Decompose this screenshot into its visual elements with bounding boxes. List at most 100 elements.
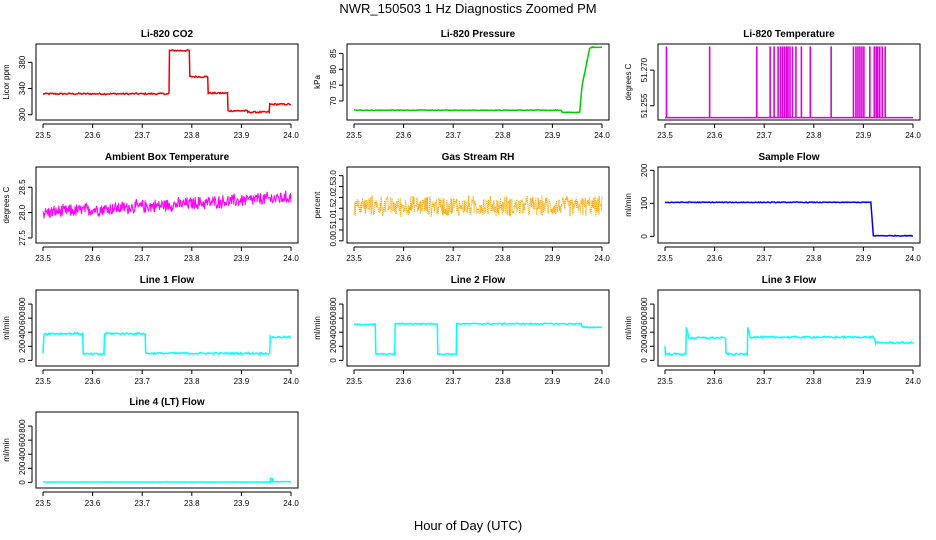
x-tick-label: 23.7 (134, 131, 150, 140)
series-line (353, 195, 603, 217)
panel-title: Line 2 Flow (451, 275, 506, 286)
x-tick-label: 23.9 (856, 131, 872, 140)
y-tick-label: 80 (329, 64, 338, 73)
x-tick-label: 23.9 (545, 377, 561, 386)
x-tick-label: 23.6 (396, 254, 412, 263)
data-layer (42, 331, 292, 356)
series-line (664, 201, 914, 237)
panel-title: Li-820 Pressure (441, 29, 516, 40)
x-tick-label: 24.0 (283, 377, 299, 386)
x-tick-label: 23.9 (234, 254, 250, 263)
x-tick-label: 23.6 (85, 377, 101, 386)
x-tick-label: 23.7 (134, 254, 150, 263)
x-tick-label: 23.5 (657, 131, 673, 140)
x-tick-label: 23.9 (234, 377, 250, 386)
y-tick-label: 51.255 (640, 93, 649, 118)
y-tick-label: 51.270 (640, 57, 649, 82)
series-line (354, 46, 603, 114)
plot-frame (657, 289, 921, 367)
x-tick-label: 23.5 (35, 499, 51, 508)
x-axis: 23.5 23.6 23.7 23.8 23.9 24.0 (35, 123, 299, 140)
x-tick-label: 23.6 (85, 131, 101, 140)
x-tick-label: 23.5 (35, 254, 51, 263)
y-axis: 51.255 51.270 (640, 57, 655, 118)
y-tick-label: 100 (640, 196, 649, 210)
y-tick-label: 3.0 (329, 170, 338, 182)
x-axis: 23.5 23.6 23.7 23.8 23.9 24.0 (657, 369, 921, 386)
x-tick-label: 24.0 (283, 499, 299, 508)
x-tick-label: 23.8 (806, 131, 822, 140)
plot-frame (35, 289, 299, 367)
y-tick-label: 380 (18, 55, 27, 69)
y-tick-label: 200 (640, 163, 649, 177)
x-tick-label: 24.0 (905, 377, 921, 386)
x-tick-label: 23.8 (806, 254, 822, 263)
x-tick-label: 23.8 (495, 131, 511, 140)
y-axis: 0.00.51.01.52.02.53.0 (329, 170, 344, 247)
y-tick-label: 800 (18, 297, 27, 311)
x-tick-label: 23.8 (184, 254, 200, 263)
x-tick-label: 23.8 (806, 377, 822, 386)
plot-frame (346, 166, 610, 244)
y-tick-label: 85 (329, 49, 338, 58)
y-tick-label: 800 (18, 419, 27, 433)
y-tick-label: 340 (18, 81, 27, 95)
y-axis: 300 340 380 (18, 55, 33, 121)
y-tick-label: 800 (640, 297, 649, 311)
x-tick-label: 23.5 (346, 377, 362, 386)
y-tick-label: 400 (640, 325, 649, 339)
y-tick-label: 0 (329, 358, 338, 363)
plot-frame (35, 411, 299, 489)
x-tick-label: 23.6 (396, 377, 412, 386)
panel-title: Line 4 (LT) Flow (129, 397, 205, 408)
x-axis: 23.5 23.6 23.7 23.8 23.9 24.0 (35, 246, 299, 263)
panel-title: Li-820 Temperature (743, 29, 835, 40)
data-layer (42, 48, 291, 115)
x-tick-label: 23.6 (396, 131, 412, 140)
x-tick-label: 24.0 (594, 377, 610, 386)
x-tick-label: 23.5 (657, 377, 673, 386)
x-tick-label: 23.6 (85, 254, 101, 263)
x-tick-label: 23.5 (346, 131, 362, 140)
x-axis: 23.5 23.6 23.7 23.8 23.9 24.0 (657, 123, 921, 140)
y-tick-label: 0 (18, 358, 27, 363)
panel-ambient-box-temperature: Ambient Box Temperature degrees C 23.5 23.6… (2, 152, 299, 263)
y-tick-label: 28.5 (18, 179, 27, 195)
y-tick-label: 28.0 (18, 204, 27, 220)
x-tick-label: 23.8 (495, 377, 511, 386)
x-axis: 23.5 23.6 23.7 23.8 23.9 24.0 (346, 369, 610, 386)
plot-frame (657, 43, 921, 121)
series-line (42, 477, 291, 483)
x-tick-label: 23.7 (134, 377, 150, 386)
y-axis-label: Licor ppm (2, 64, 11, 99)
x-tick-label: 23.6 (85, 499, 101, 508)
x-axis: 23.5 23.6 23.7 23.8 23.9 24.0 (346, 246, 610, 263)
x-tick-label: 23.7 (756, 254, 772, 263)
series-line (42, 190, 292, 219)
x-tick-label: 24.0 (283, 131, 299, 140)
y-tick-label: 0.0 (329, 235, 338, 247)
panel-title: Line 1 Flow (140, 275, 195, 286)
panel-line-2-flow: Line 2 Flow ml/min 23.5 23.6 23.7 23.8 23.9 24.… (313, 275, 610, 386)
x-tick-label: 24.0 (905, 131, 921, 140)
y-tick-label: 200 (329, 339, 338, 353)
series-line (42, 48, 291, 115)
y-tick-label: 2.5 (329, 180, 338, 192)
y-tick-label: 600 (640, 311, 649, 325)
panel-line-3-flow: Line 3 Flow ml/min 23.5 23.6 23.7 23.8 23.9 24.… (624, 275, 921, 386)
y-axis-label: degrees C (624, 63, 633, 100)
data-layer (354, 46, 603, 114)
x-tick-label: 23.5 (35, 131, 51, 140)
data-layer (665, 46, 913, 119)
y-tick-label: 1.5 (329, 202, 338, 214)
panel-li820-pressure: Li-820 Pressure kPa 23.5 23.6 23.7 23.8 23.9 24… (313, 29, 610, 140)
x-tick-label: 23.5 (35, 377, 51, 386)
panel-gas-stream-rh: Gas Stream RH percent 23.5 23.6 23.7 23.8 23.9… (313, 152, 610, 263)
y-tick-label: 400 (18, 447, 27, 461)
